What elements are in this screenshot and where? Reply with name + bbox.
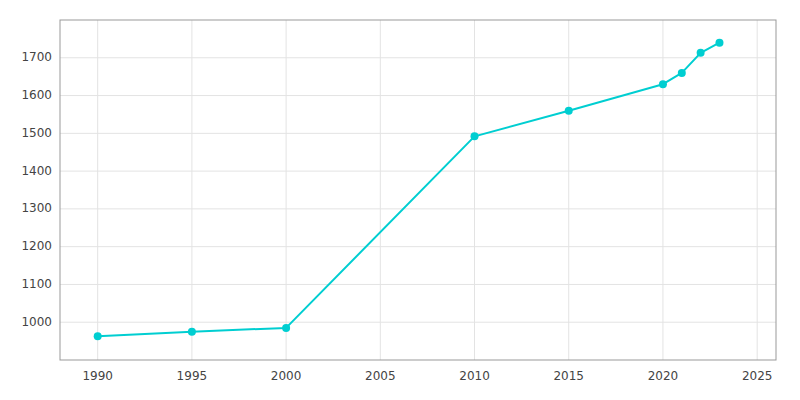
y-grid-line xyxy=(60,95,776,96)
y-tick-label: 1500 xyxy=(21,126,52,140)
y-grid-line xyxy=(60,246,776,247)
point xyxy=(565,107,573,115)
y-tick-label: 1400 xyxy=(21,164,52,178)
chart-container: 1000 1100 1200 1300 1400 1500 1600 1700 1990 1995… xyxy=(0,0,800,400)
y-grid-line xyxy=(60,133,776,134)
point xyxy=(188,328,196,336)
y-grid-line xyxy=(60,208,776,209)
x-tick-label: 2010 xyxy=(459,369,490,383)
point xyxy=(94,332,102,340)
plot-frame xyxy=(60,20,776,360)
x-tick-label: 2025 xyxy=(742,369,773,383)
y-tick-label: 1300 xyxy=(21,201,52,215)
x-grid-line xyxy=(97,20,98,360)
y-tick-label: 1200 xyxy=(21,239,52,253)
line xyxy=(98,43,720,337)
point xyxy=(282,324,290,332)
x-tick-label: 1990 xyxy=(82,369,113,383)
grid xyxy=(60,20,776,360)
x-grid-line xyxy=(474,20,475,360)
x-grid-line xyxy=(662,20,663,360)
y-grid-line xyxy=(60,322,776,323)
point xyxy=(678,69,686,77)
x-tick-label: 2005 xyxy=(365,369,396,383)
series xyxy=(94,39,724,341)
y-grid-line xyxy=(60,57,776,58)
x-grid-line xyxy=(380,20,381,360)
y-tick-label: 1100 xyxy=(21,277,52,291)
x-tick-label: 2015 xyxy=(553,369,584,383)
point xyxy=(697,49,705,57)
x-tick-label: 2000 xyxy=(271,369,302,383)
x-tick-label: 2020 xyxy=(648,369,679,383)
y-tick-label: 1000 xyxy=(21,315,52,329)
x-grid-line xyxy=(191,20,192,360)
chart-svg: 1000 1100 1200 1300 1400 1500 1600 1700 1990 1995… xyxy=(0,0,800,400)
x-grid-line xyxy=(757,20,758,360)
y-tick-label: 1700 xyxy=(21,50,52,64)
y-grid-line xyxy=(60,284,776,285)
point xyxy=(715,39,723,47)
x-grid-line xyxy=(286,20,287,360)
y-tick-label: 1600 xyxy=(21,88,52,102)
point xyxy=(659,80,667,88)
point xyxy=(471,132,479,140)
x-grid-line xyxy=(568,20,569,360)
y-grid-line xyxy=(60,171,776,172)
x-tick-label: 1995 xyxy=(177,369,208,383)
